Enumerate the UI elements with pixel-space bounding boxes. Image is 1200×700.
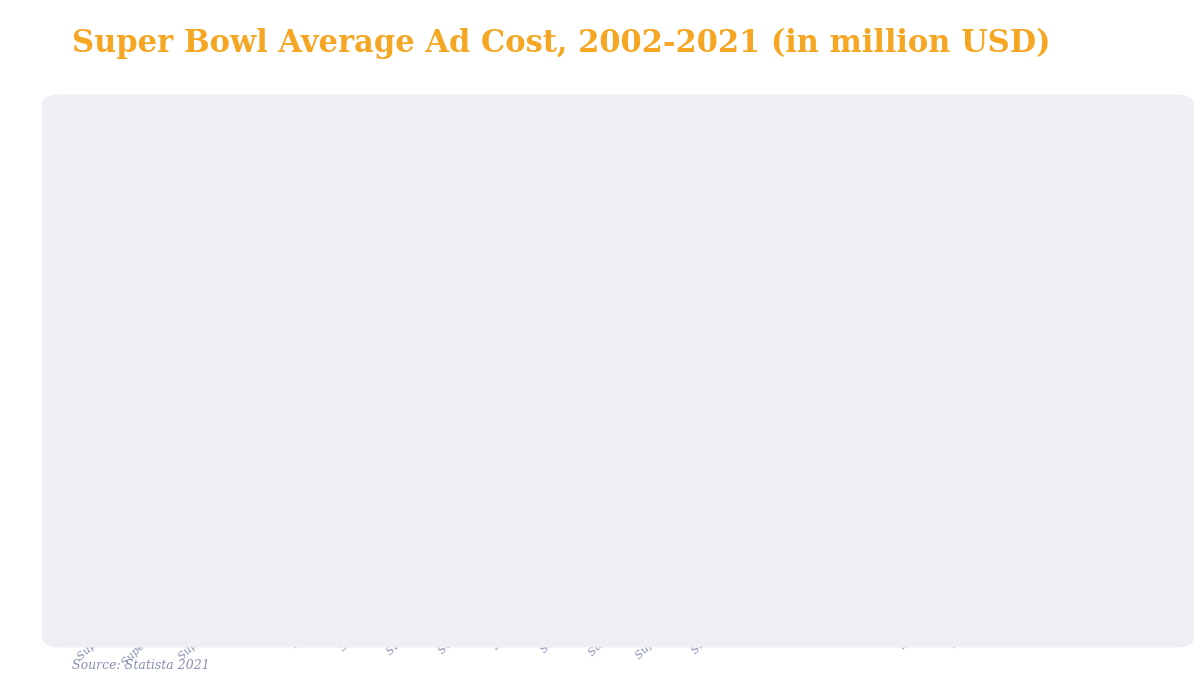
- Bar: [1030, 285, 1066, 546]
- Bar: [877, 313, 913, 546]
- Bar: [1080, 285, 1116, 546]
- Bar: [624, 383, 660, 546]
- Bar: [371, 420, 407, 546]
- Bar: [269, 420, 305, 546]
- Text: 2.7: 2.7: [276, 403, 298, 416]
- Text: 3.5: 3.5: [631, 366, 653, 379]
- Text: 5.6: 5.6: [1087, 268, 1109, 281]
- Text: 2.7: 2.7: [428, 403, 450, 416]
- Text: 5: 5: [840, 296, 850, 309]
- Bar: [168, 439, 204, 546]
- Text: Super Bowl Average Ad Cost, 2002-2021 (in million USD): Super Bowl Average Ad Cost, 2002-2021 (i…: [72, 28, 1050, 60]
- Bar: [725, 359, 762, 546]
- Text: 2.3: 2.3: [175, 422, 197, 435]
- Text: 2.7: 2.7: [326, 403, 349, 416]
- Text: 5.6: 5.6: [1037, 268, 1058, 281]
- Bar: [674, 359, 710, 546]
- Text: 2.7: 2.7: [378, 403, 400, 416]
- Text: 2.7: 2.7: [529, 403, 552, 416]
- Bar: [319, 420, 356, 546]
- Bar: [979, 299, 1015, 546]
- Text: 4.5: 4.5: [784, 319, 805, 332]
- Bar: [928, 313, 965, 546]
- Bar: [421, 420, 457, 546]
- Text: 4: 4: [689, 342, 697, 356]
- Bar: [472, 401, 508, 546]
- Text: 5: 5: [942, 296, 950, 309]
- Text: 3: 3: [587, 389, 595, 402]
- Bar: [827, 313, 863, 546]
- Text: 4: 4: [739, 342, 748, 356]
- Text: 5.3: 5.3: [986, 282, 1008, 295]
- Text: 5: 5: [892, 296, 900, 309]
- Y-axis label: Average advertisement cost in million U.S. dollars: Average advertisement cost in million U.…: [89, 195, 98, 477]
- Bar: [522, 420, 559, 546]
- Text: 2.6: 2.6: [226, 408, 247, 421]
- Text: Source: Statista 2021: Source: Statista 2021: [72, 659, 210, 672]
- Bar: [574, 406, 610, 546]
- Text: 3.1: 3.1: [479, 384, 500, 398]
- Bar: [776, 336, 812, 546]
- Bar: [218, 425, 254, 546]
